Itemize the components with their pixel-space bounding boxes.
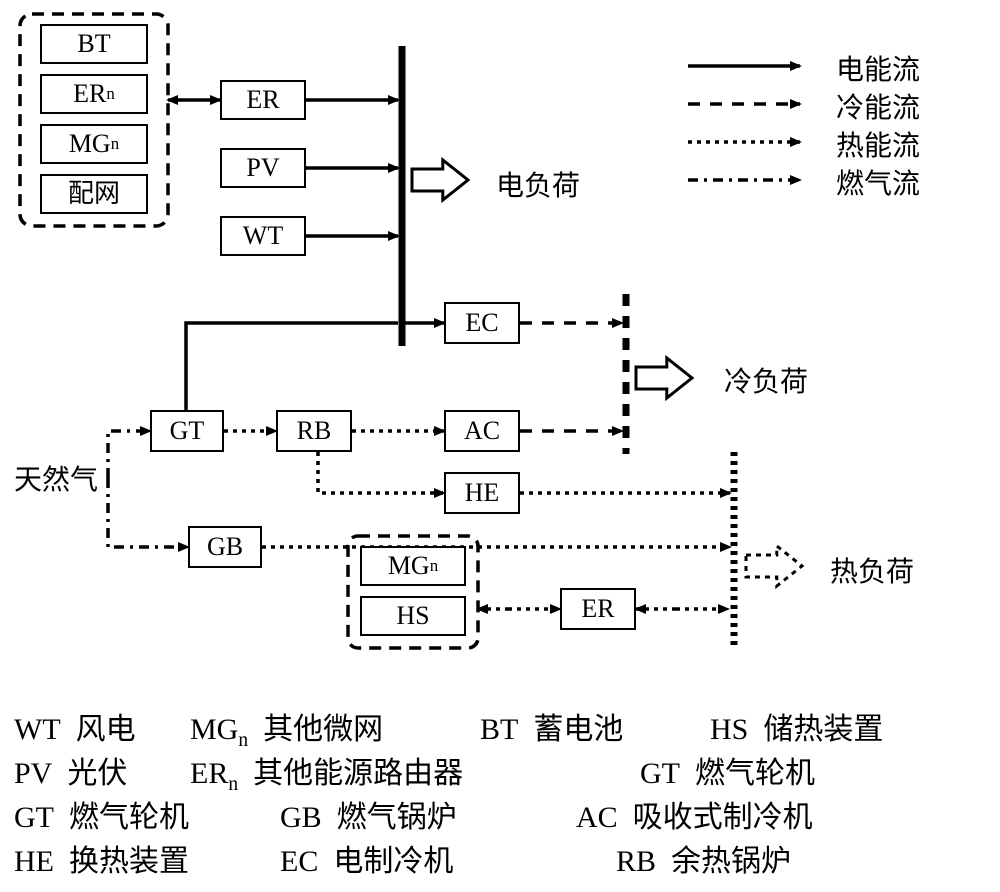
glossary-item: GB 燃气锅炉 <box>280 792 457 836</box>
glossary-item: AC 吸收式制冷机 <box>576 792 813 836</box>
glossary-item: EC 电制冷机 <box>280 836 453 880</box>
leg-heat-label: 热能流 <box>836 124 920 164</box>
elec-load-arrow <box>412 160 468 200</box>
heat-load-label: 热负荷 <box>830 550 914 590</box>
diagram-canvas: BT ERn MGn 配网 MGn HS ER PV WT GT RB EC AC HE GB ER 电负荷冷负… <box>0 0 1000 892</box>
glossary-item: MGn 其他微网 <box>190 704 383 752</box>
mgn-box: MGn <box>40 124 148 164</box>
mgn2-box: MGn <box>360 546 466 586</box>
pv-box: PV <box>220 148 306 188</box>
elec-load-label: 电负荷 <box>496 164 580 204</box>
ac-box: AC <box>444 410 520 452</box>
glossary-item: ERn 其他能源路由器 <box>190 748 463 796</box>
glossary-item: HS 储热装置 <box>710 704 883 748</box>
glossary-item: GT 燃气轮机 <box>640 748 815 792</box>
leg-cool-label: 冷能流 <box>836 86 920 126</box>
ec-box: EC <box>444 302 520 344</box>
e-rb-he <box>318 452 444 493</box>
er-box: ER <box>220 80 306 120</box>
glossary-item: BT 蓄电池 <box>480 704 623 748</box>
glossary-item: PV 光伏 <box>14 748 127 792</box>
wt-box: WT <box>220 216 306 256</box>
gb-box: GB <box>188 526 262 568</box>
he-box: HE <box>444 472 520 514</box>
e-gt-up <box>186 323 398 410</box>
glossary-item: HE 换热装置 <box>14 836 189 880</box>
rb-box: RB <box>276 410 352 452</box>
er2-box: ER <box>560 588 636 630</box>
cool-load-label: 冷负荷 <box>724 360 808 400</box>
ern-box: ERn <box>40 74 148 114</box>
e-gas-in <box>108 431 150 478</box>
heat-load-arrow <box>746 546 802 586</box>
leg-elec-label: 电能流 <box>836 48 920 88</box>
bt-box: BT <box>40 24 148 64</box>
leg-gas-label: 燃气流 <box>836 162 920 202</box>
e-gas-gb <box>108 478 188 547</box>
hs-box: HS <box>360 596 466 636</box>
gt-box: GT <box>150 410 224 452</box>
glossary-item: WT 风电 <box>14 704 136 748</box>
gas-label: 天然气 <box>14 458 98 498</box>
peiw-box: 配网 <box>40 174 148 214</box>
glossary-item: GT 燃气轮机 <box>14 792 189 836</box>
cool-load-arrow <box>636 358 692 398</box>
glossary-item: RB 余热锅炉 <box>616 836 791 880</box>
